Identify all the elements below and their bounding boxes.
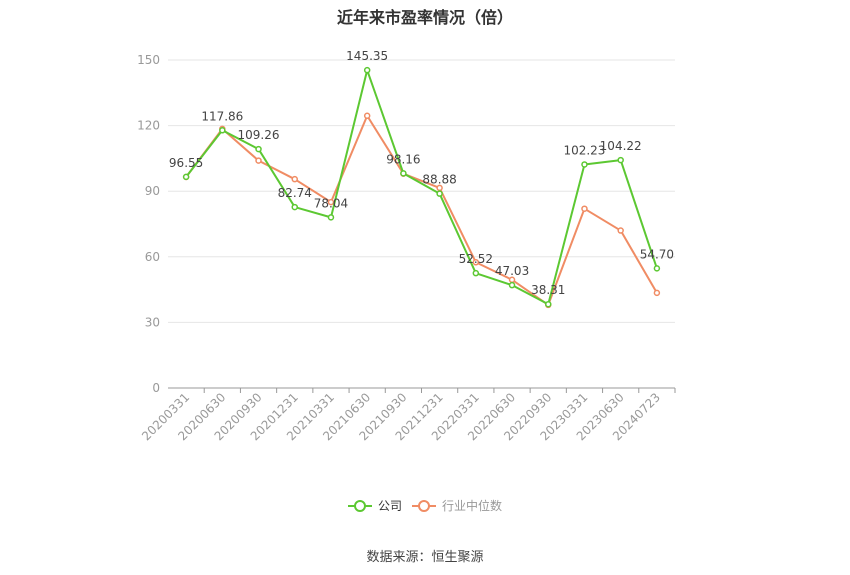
data-point-industry: [653, 289, 661, 297]
series-line-company: [185, 69, 658, 306]
data-point-company: [436, 190, 443, 197]
data-point-company: [400, 170, 407, 177]
data-point-company: [291, 203, 298, 211]
data-point-company: [581, 161, 588, 168]
data-label: 109.26: [238, 128, 280, 142]
data-label: 88.88: [422, 173, 456, 187]
source-text: 数据来源：恒生聚源: [366, 550, 484, 565]
y-tick-label: 60: [145, 250, 160, 264]
data-point-company: [219, 127, 226, 134]
data-point-company: [327, 214, 335, 221]
data-point-company: [472, 269, 480, 277]
data-label: 82.74: [278, 186, 312, 200]
data-point-company: [255, 145, 262, 153]
y-tick-label: 0: [152, 381, 160, 395]
data-point-company: [617, 156, 624, 164]
data-point-industry: [617, 227, 624, 234]
y-tick-label: 90: [145, 184, 160, 198]
data-label: 54.70: [640, 247, 674, 261]
data-point-industry: [291, 175, 298, 183]
y-tick-label: 150: [137, 53, 160, 67]
legend-label-company: 公司: [378, 499, 402, 513]
data-point-company: [508, 281, 516, 289]
data-point-company: [653, 265, 661, 272]
data-point-company: [363, 66, 371, 74]
data-point-industry: [581, 205, 588, 212]
data-point-industry: [327, 198, 335, 206]
legend-marker-company: [354, 500, 366, 512]
data-label: 78.04: [314, 196, 348, 210]
data-label: 96.55: [169, 156, 203, 170]
data-point-company: [182, 173, 190, 181]
y-tick-label: 120: [137, 119, 160, 133]
data-label: 104.22: [600, 139, 642, 153]
data-label: 47.03: [495, 264, 529, 278]
data-label: 145.35: [346, 49, 388, 63]
data-point-company: [545, 300, 552, 308]
series-line-industry: [185, 114, 658, 306]
chart-title: 近年来市盈率情况（倍）: [336, 8, 513, 27]
legend-marker-industry: [418, 500, 430, 512]
data-label: 38.31: [531, 283, 565, 297]
data-point-industry: [472, 259, 480, 266]
data-label: 117.86: [201, 109, 243, 123]
legend-label-industry: 行业中位数: [442, 498, 502, 513]
data-label: 52.52: [459, 252, 493, 266]
data-label: 98.16: [386, 152, 420, 166]
data-point-industry: [255, 157, 262, 164]
data-point-industry: [363, 112, 371, 120]
y-tick-label: 30: [145, 315, 160, 329]
data-label: 102.23: [563, 143, 605, 157]
